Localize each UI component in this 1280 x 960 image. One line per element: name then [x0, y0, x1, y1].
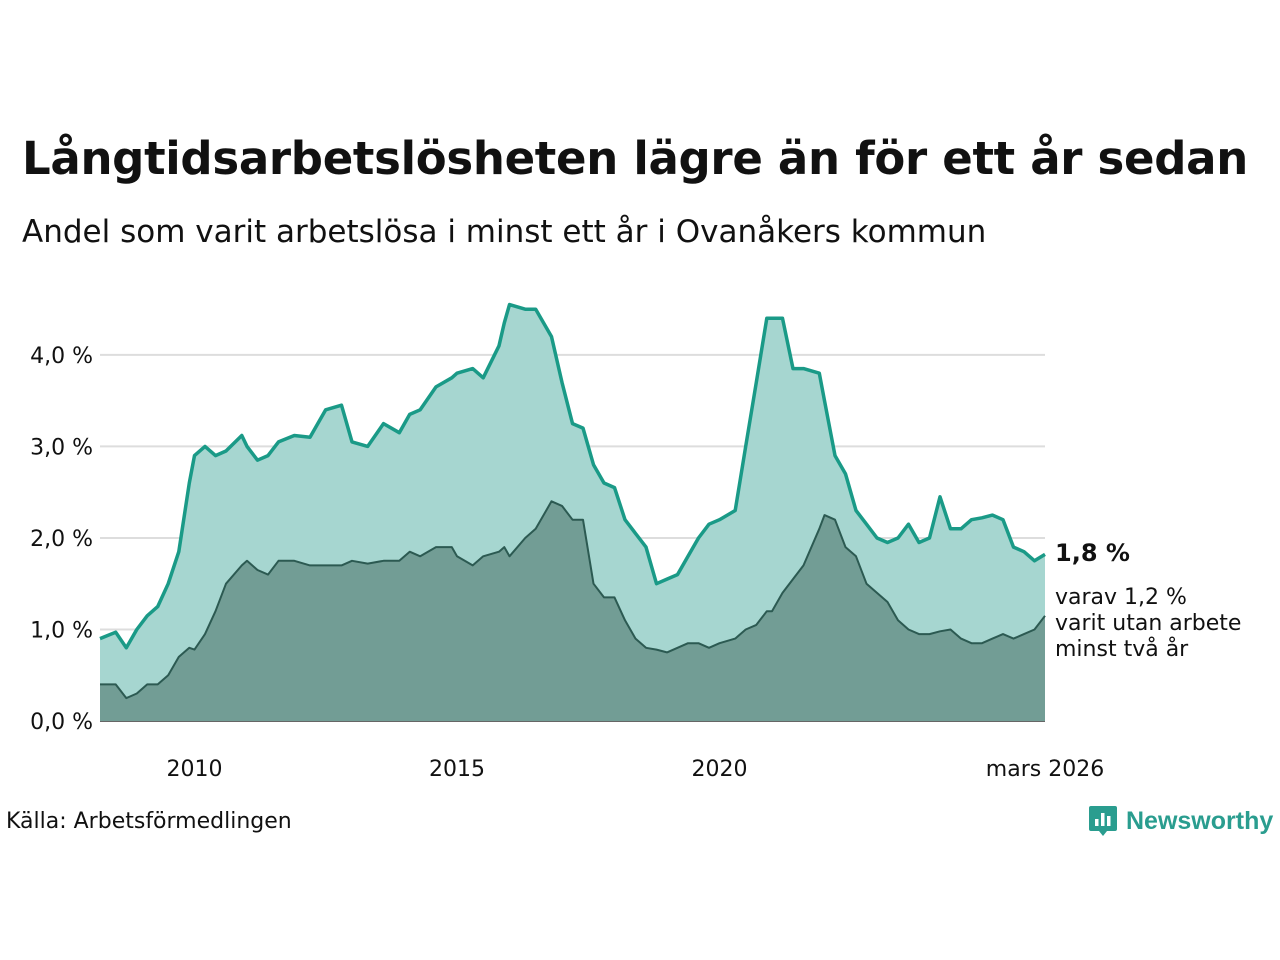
- y-tick-label: 2,0 %: [30, 527, 93, 552]
- sub-value-label-line2: varit utan arbete: [1055, 611, 1241, 636]
- y-tick-label: 4,0 %: [30, 344, 93, 369]
- x-axis-ticks: 2010 2015 2020 mars 2026: [167, 757, 1105, 782]
- chart-subtitle: Andel som varit arbetslösa i minst ett å…: [22, 214, 987, 250]
- newsworthy-logo-text: Newsworthy: [1126, 806, 1274, 835]
- y-tick-label: 0,0 %: [30, 710, 93, 735]
- source-label: Källa: Arbetsförmedlingen: [6, 809, 292, 834]
- newsworthy-logo-icon: [1089, 806, 1117, 836]
- newsworthy-logo: Newsworthy: [1088, 804, 1273, 838]
- y-tick-label: 3,0 %: [30, 435, 93, 460]
- x-tick-label: 2020: [692, 757, 748, 782]
- area-chart: 0,0 % 1,0 % 2,0 % 3,0 % 4,0 % 2010 2015 2020 ma…: [30, 302, 1241, 782]
- x-tick-label: 2015: [429, 757, 485, 782]
- y-axis-ticks: 0,0 % 1,0 % 2,0 % 3,0 % 4,0 %: [30, 344, 93, 735]
- sub-value-label-line3: minst två år: [1055, 636, 1189, 662]
- sub-value-label-line1: varav 1,2 %: [1055, 585, 1187, 610]
- x-tick-label: 2010: [167, 757, 223, 782]
- x-tick-label: mars 2026: [986, 757, 1104, 782]
- sub-series-area: [100, 501, 1045, 721]
- sub-series-line: [100, 500, 1046, 700]
- chart-title: Långtidsarbetslösheten lägre än för ett …: [22, 132, 1248, 185]
- main-series-line: [99, 302, 1046, 650]
- y-tick-label: 1,0 %: [30, 618, 93, 643]
- main-value-label: 1,8 %: [1055, 539, 1130, 567]
